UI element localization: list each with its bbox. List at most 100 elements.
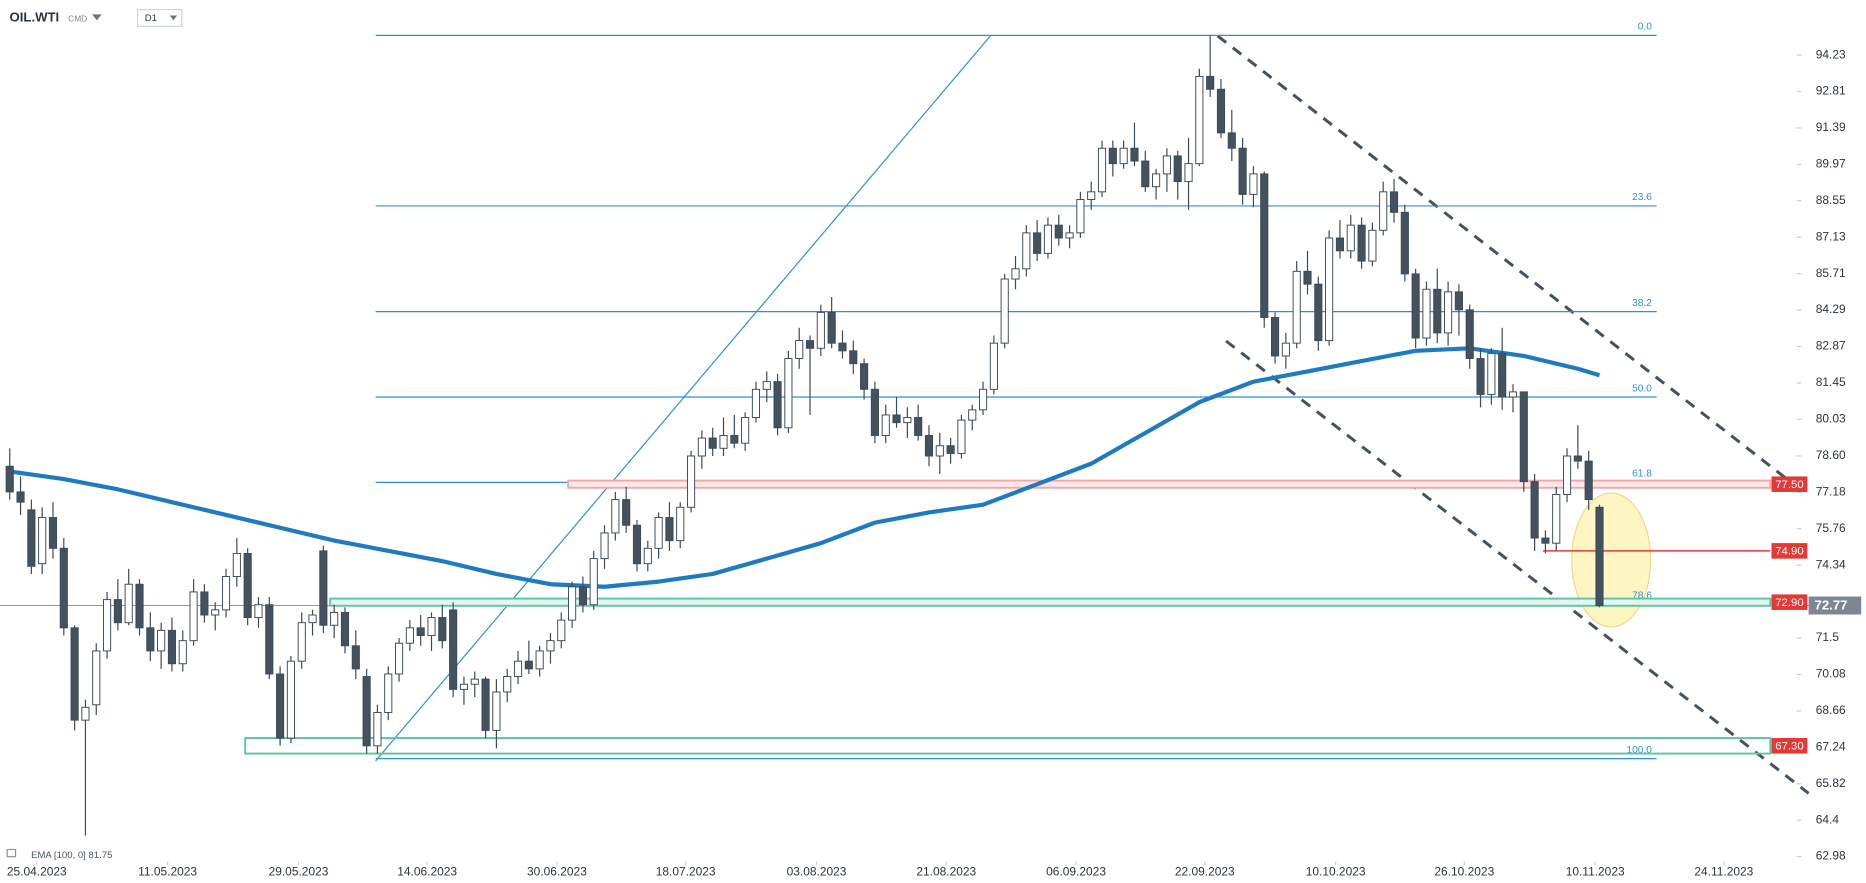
candle-body <box>1054 224 1063 239</box>
candle-body <box>189 591 198 642</box>
y-tick-label: 78.60 <box>1816 448 1846 462</box>
candle-body <box>1173 155 1182 183</box>
y-tick-label: 94.23 <box>1816 47 1846 61</box>
level-price-tag <box>1771 738 1808 754</box>
x-tick-label: 14.06.2023 <box>397 864 457 878</box>
candle-body <box>968 409 977 421</box>
candle-body <box>568 586 577 621</box>
candle-body <box>1498 352 1507 398</box>
candle-body <box>1411 273 1420 339</box>
y-tick-label: 85.71 <box>1816 266 1846 280</box>
candle-body <box>600 532 609 560</box>
candle-body <box>319 550 328 626</box>
interval-select[interactable] <box>136 8 183 27</box>
level-price-label: 74.90 <box>1775 545 1803 557</box>
candle-body <box>48 517 58 549</box>
candle-body <box>589 558 598 606</box>
x-tick-label: 30.06.2023 <box>527 864 587 878</box>
candle-body <box>632 524 642 565</box>
candle-body <box>978 388 988 411</box>
fib-label: 23.6 <box>1632 192 1652 203</box>
candle-body <box>1389 191 1399 213</box>
indicator-icon[interactable] <box>6 848 17 858</box>
y-tick-label: 75.76 <box>1816 521 1846 535</box>
candle-body <box>1130 147 1139 162</box>
candle-body <box>92 650 101 706</box>
candle-body <box>449 609 458 690</box>
ema-legend: EMA [100, 0] 81.75 <box>31 850 112 861</box>
y-tick-label: 64.4 <box>1816 812 1840 826</box>
x-tick-label: 06.09.2023 <box>1046 864 1106 878</box>
symbol-dropdown[interactable] <box>92 14 102 21</box>
candle-body <box>1552 493 1561 544</box>
y-tick-label: 65.82 <box>1816 776 1846 790</box>
fib-label: 0.0 <box>1638 22 1652 33</box>
candle-body <box>924 434 934 457</box>
ema-line <box>9 346 1601 589</box>
candle-body <box>146 627 155 652</box>
candle-body <box>1043 224 1053 254</box>
candle-body <box>503 676 512 693</box>
candle-body <box>265 604 274 675</box>
candle-body <box>1573 455 1582 462</box>
x-tick-label: 03.08.2023 <box>787 864 847 878</box>
candle-body <box>38 517 47 565</box>
candle-body <box>308 614 317 624</box>
candle-body <box>351 645 360 670</box>
candle-body <box>741 417 750 444</box>
candle-body <box>384 673 393 713</box>
candle-body <box>481 678 490 731</box>
candle-body <box>1476 358 1485 395</box>
y-tick-label: 82.87 <box>1816 339 1846 353</box>
candle-body <box>1162 155 1171 175</box>
candle-body <box>27 509 36 567</box>
candle-body <box>535 650 544 670</box>
candle-body <box>1152 173 1161 188</box>
candle-body <box>730 434 739 444</box>
candle-body <box>135 583 144 629</box>
candle-body <box>200 591 209 616</box>
candle-body <box>1184 163 1193 183</box>
x-tick-label: 21.08.2023 <box>916 864 976 878</box>
candle-body <box>676 506 685 542</box>
candle-body <box>416 627 425 636</box>
candle-body <box>70 627 79 721</box>
candle-body <box>838 342 847 352</box>
level-price-tag <box>1771 476 1808 492</box>
x-tick-label: 26.10.2023 <box>1434 864 1494 878</box>
candle-body <box>373 711 382 747</box>
candle-body <box>178 640 187 665</box>
candle-body <box>513 660 523 678</box>
candle-body <box>860 363 869 390</box>
candle-body <box>805 340 815 349</box>
header: OIL.WTI CMD D1 EMA [100, 0] 81.75 <box>6 8 183 861</box>
y-tick-label: 91.39 <box>1816 120 1846 134</box>
candle-body <box>1422 288 1431 339</box>
candle-body <box>1487 352 1496 395</box>
fib-trend-line <box>375 35 991 762</box>
candle-body <box>1065 232 1074 239</box>
candle-body <box>1400 211 1409 275</box>
fib-label: 38.2 <box>1632 298 1652 309</box>
candle-body <box>124 583 133 624</box>
x-tick-label: 10.10.2023 <box>1306 864 1366 878</box>
candle-body <box>773 381 782 429</box>
fib-label: 50.0 <box>1632 383 1652 394</box>
interval-dropdown[interactable] <box>169 15 178 21</box>
candle-body <box>708 437 717 449</box>
candle-body <box>1000 278 1009 344</box>
candle-body <box>1541 537 1550 544</box>
symbol: OIL.WTI <box>10 9 60 24</box>
channel-upper <box>1216 34 1791 483</box>
candle-body <box>1216 88 1226 134</box>
candle-body <box>1357 224 1366 262</box>
candle-body <box>340 611 350 647</box>
candle-body <box>1141 160 1150 188</box>
market: CMD <box>68 13 87 23</box>
candle-body <box>221 576 231 611</box>
candle-body <box>1076 199 1085 234</box>
last-price-label: 72.77 <box>1815 598 1848 613</box>
candle-body <box>881 414 890 436</box>
candle-body <box>1314 283 1323 342</box>
candle-body <box>1270 317 1280 357</box>
